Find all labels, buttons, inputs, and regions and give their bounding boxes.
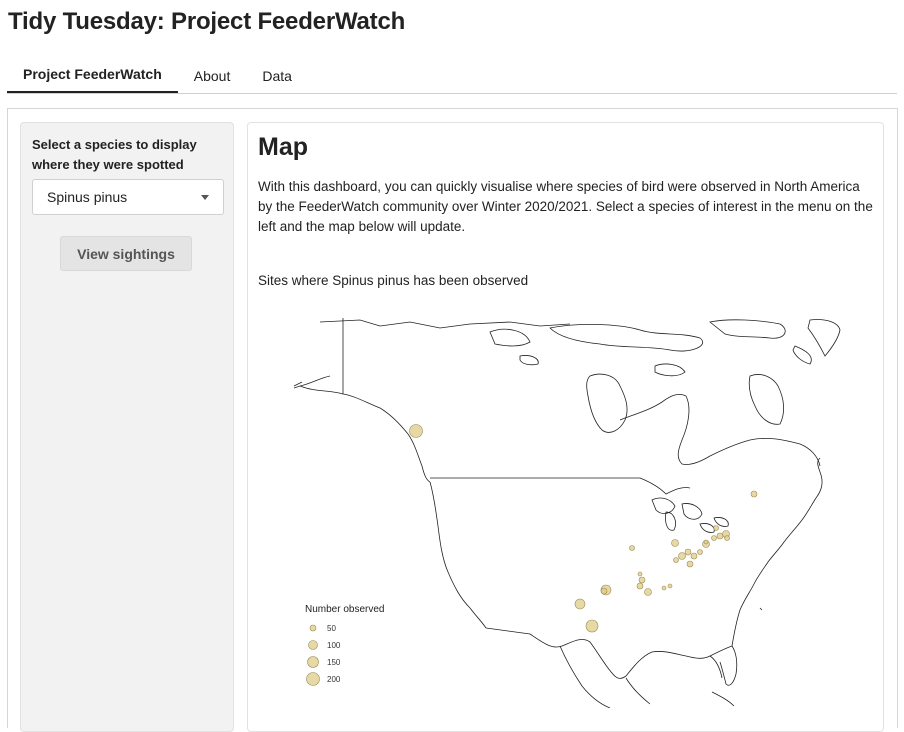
legend-swatch-50 [309,624,317,632]
sighting-point [671,539,679,547]
legend-swatch-150 [307,656,319,668]
species-select[interactable]: Spinus pinus [32,179,224,215]
tab-project-feederwatch[interactable]: Project FeederWatch [7,57,178,93]
sighting-point [574,598,586,610]
legend-label-100: 100 [327,641,341,650]
sighting-point [703,539,709,545]
sidebar-panel: Select a species to display where they w… [20,122,234,732]
sighting-point [673,557,679,563]
species-select-value: Spinus pinus [47,189,128,205]
legend-label-150: 150 [327,658,341,667]
legend-title: Number observed [305,604,384,615]
legend-label-200: 200 [327,675,341,684]
legend-swatch-200 [306,672,320,686]
sighting-point [667,583,673,589]
sighting-point [711,535,717,541]
sighting-point [638,576,646,584]
sighting-point [600,587,608,595]
app-title: Tidy Tuesday: Project FeederWatch [8,8,406,35]
sighting-point [684,548,692,556]
tab-data[interactable]: Data [262,67,292,84]
view-sightings-button[interactable]: View sightings [60,236,192,271]
sighting-point [697,549,703,555]
us-canada-border [430,477,691,495]
sighting-point [661,585,667,591]
main-panel: Map With this dashboard, you can quickly… [247,122,884,732]
sighting-point [690,552,698,560]
sighting-point [686,560,694,568]
sighting-point [716,532,724,540]
sighting-point [644,588,652,596]
sighting-point [678,552,686,560]
species-select-label: Select a species to display where they w… [32,137,197,172]
map-legend: Number observed 50 100 150 200 [305,604,384,686]
sighting-point [713,525,719,531]
sighting-point [724,535,730,541]
sighting-points [409,424,758,633]
content-frame [7,108,898,728]
chevron-down-icon [201,195,209,200]
legend-swatch-100 [308,640,318,650]
sighting-point [637,571,643,577]
legend-label-50: 50 [327,624,336,633]
sighting-point [750,490,758,498]
sighting-point [636,582,644,590]
sightings-map: Number observed 50 100 150 200 [293,318,841,708]
sighting-point [585,619,599,633]
sighting-point [629,545,635,551]
sighting-point [409,424,423,438]
page-title: Map [258,133,308,161]
tab-about[interactable]: About [193,67,231,84]
intro-text: With this dashboard, you can quickly vis… [258,179,873,234]
plot-caption: Sites where Spinus pinus has been observ… [258,273,529,288]
tab-bar: Project FeederWatch About Data [7,58,897,94]
coastline-outlines [293,318,841,708]
